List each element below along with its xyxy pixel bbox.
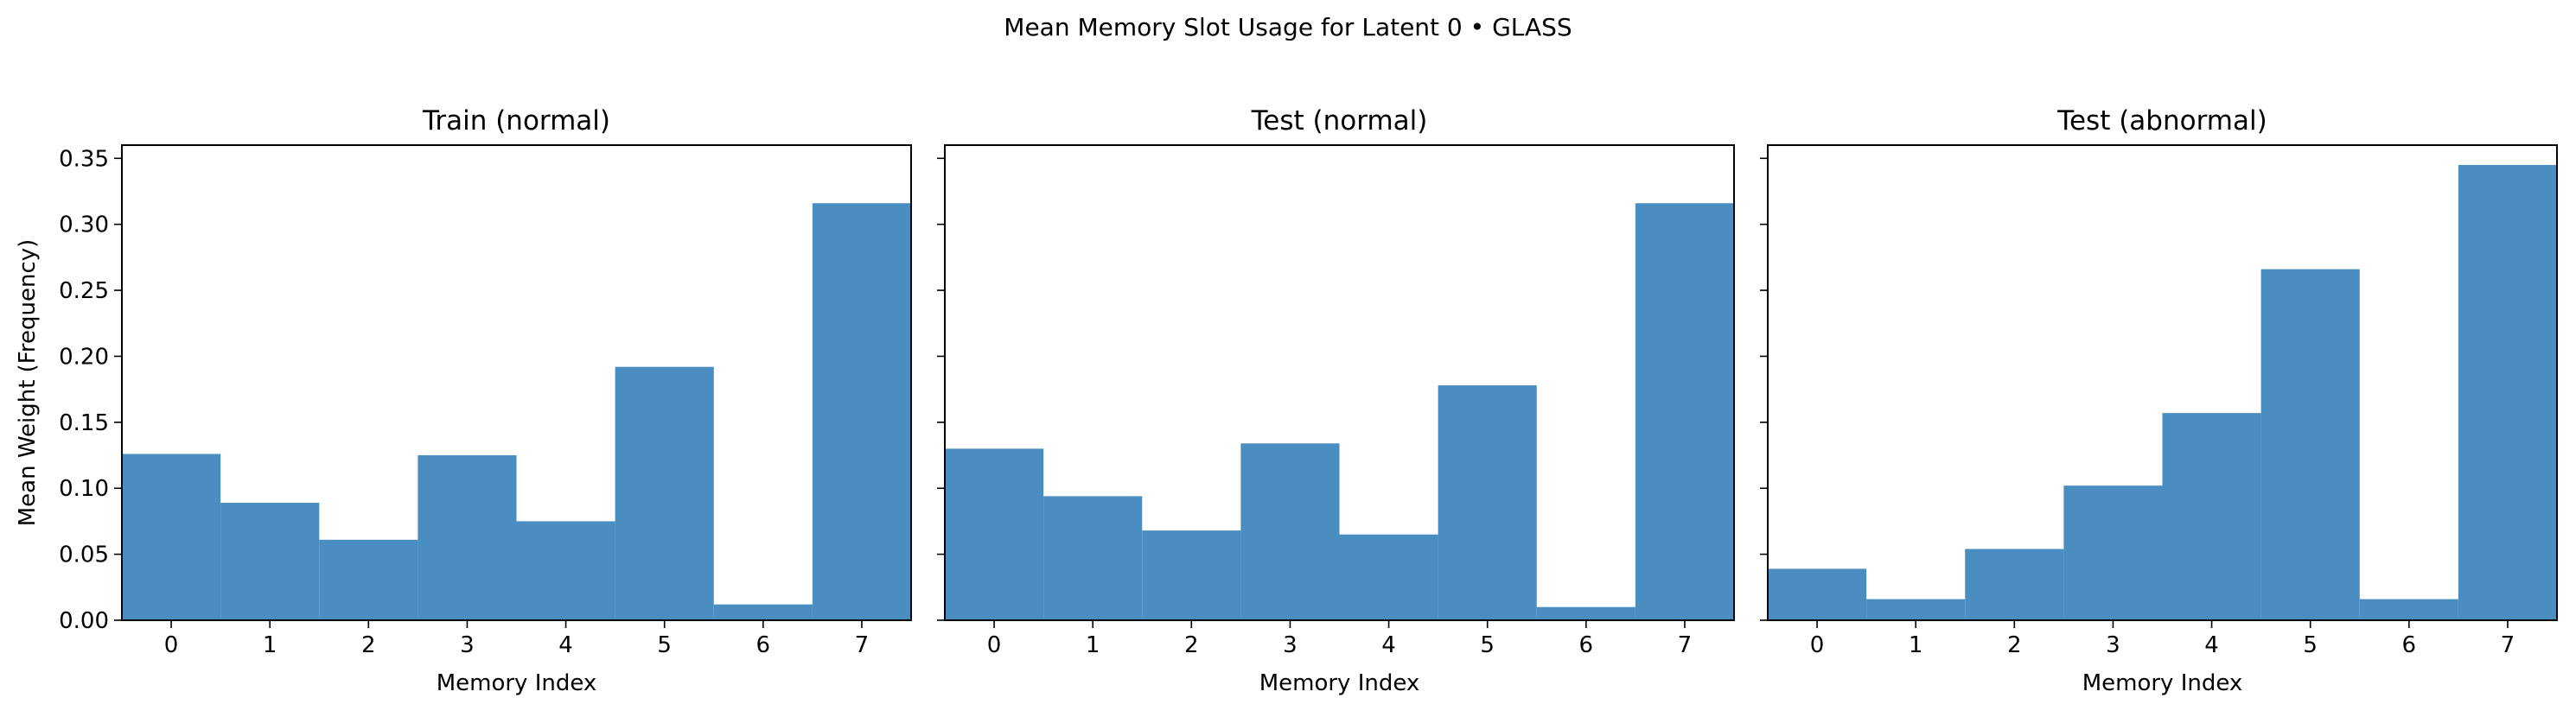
y-tick-label: 0.35 — [59, 146, 109, 172]
x-tick-label: 5 — [1480, 632, 1495, 658]
x-tick-label: 7 — [855, 632, 870, 658]
y-tick-label: 0.15 — [59, 410, 109, 436]
bar — [2458, 164, 2557, 620]
x-tick-label: 1 — [1086, 632, 1100, 658]
bar — [615, 366, 714, 620]
x-tick-label: 6 — [1579, 632, 1594, 658]
y-tick-label: 0.10 — [59, 476, 109, 502]
bar — [812, 203, 911, 620]
y-tick-label: 0.25 — [59, 278, 109, 304]
x-tick-label: 5 — [657, 632, 672, 658]
panel-title: Test (normal) — [1251, 105, 1428, 136]
figure-title: Mean Memory Slot Usage for Latent 0 • GL… — [1004, 13, 1572, 41]
bar — [418, 455, 517, 620]
chart-panel-2: 0 1 2 3 4 5 6 7 Test (abnormal) Memory Index — [1760, 105, 2558, 696]
bar — [2162, 413, 2261, 620]
x-tick-label: 6 — [756, 632, 771, 658]
bar — [1768, 568, 1867, 620]
bar — [2063, 485, 2163, 620]
chart-panel-1: 0 1 2 3 4 5 6 7 Test (normal) Memory Index — [937, 105, 1735, 696]
bar — [1965, 549, 2064, 620]
x-tick-label: 7 — [1678, 632, 1693, 658]
x-axis-label: Memory Index — [2082, 670, 2243, 696]
bar — [319, 539, 418, 620]
x-tick-label: 3 — [2106, 632, 2120, 658]
bar — [516, 521, 615, 620]
x-tick-label: 7 — [2501, 632, 2515, 658]
bar — [2260, 269, 2360, 620]
y-tick-label: 0.00 — [59, 608, 109, 634]
bar — [1043, 496, 1143, 620]
bar — [122, 454, 221, 620]
x-tick-label: 4 — [558, 632, 573, 658]
x-tick-label: 1 — [1909, 632, 1923, 658]
bar — [945, 448, 1044, 620]
bar — [713, 604, 813, 620]
axes-frame — [121, 144, 912, 621]
x-tick-label: 2 — [361, 632, 376, 658]
bar — [1536, 606, 1636, 620]
x-tick-label: 2 — [2007, 632, 2022, 658]
y-tick-label: 0.20 — [59, 344, 109, 370]
bar — [1240, 443, 1340, 620]
x-tick-label: 1 — [263, 632, 277, 658]
x-axis-label: Memory Index — [1259, 670, 1420, 696]
x-tick-label: 3 — [460, 632, 475, 658]
x-tick-label: 4 — [2204, 632, 2219, 658]
x-tick-label: 0 — [987, 632, 1002, 658]
axes-frame — [944, 144, 1735, 621]
chart-panel-0: 0 1 2 3 4 5 6 7 0.00 0.05 0.10 0.15 0.20 0.25 0.30 0.35… — [15, 105, 912, 696]
x-tick-label: 4 — [1381, 632, 1396, 658]
bar — [1142, 530, 1241, 620]
y-tick-label: 0.05 — [59, 543, 109, 568]
bar — [1866, 599, 1966, 620]
panel-title: Test (abnormal) — [2056, 105, 2267, 136]
bar — [2359, 599, 2458, 620]
x-tick-label: 6 — [2402, 632, 2417, 658]
y-axis-label: Mean Weight (Frequency) — [15, 239, 41, 527]
panels-group: 0 1 2 3 4 5 6 7 0.00 0.05 0.10 0.15 0.20 0.25 0.30 0.35… — [15, 105, 2558, 696]
x-tick-label: 5 — [2303, 632, 2318, 658]
x-tick-label: 0 — [164, 632, 179, 658]
bar — [1339, 534, 1438, 620]
x-axis-label: Memory Index — [437, 670, 597, 696]
panel-title: Train (normal) — [422, 105, 610, 136]
x-tick-label: 3 — [1283, 632, 1298, 658]
x-tick-label: 0 — [1810, 632, 1825, 658]
y-tick-label: 0.30 — [59, 213, 109, 238]
bar — [220, 503, 320, 620]
bar — [1438, 385, 1537, 620]
x-tick-label: 2 — [1184, 632, 1199, 658]
bar — [1635, 203, 1734, 620]
axes-frame — [1767, 144, 2558, 621]
